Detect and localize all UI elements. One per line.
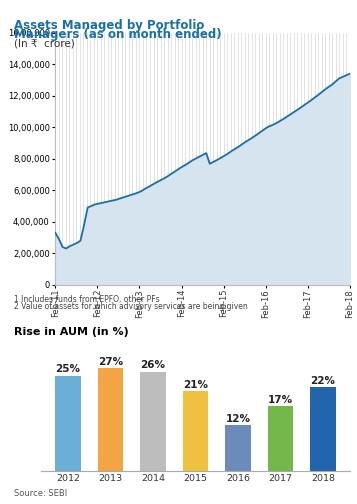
Text: 26%: 26% bbox=[140, 360, 165, 370]
Bar bbox=[225, 425, 251, 471]
Text: 1 Includes funds from EPFO, other PFs: 1 Includes funds from EPFO, other PFs bbox=[14, 295, 160, 304]
Text: 21%: 21% bbox=[183, 380, 208, 390]
Bar bbox=[55, 376, 81, 471]
Bar bbox=[183, 391, 208, 471]
Text: Managers (as on month ended): Managers (as on month ended) bbox=[14, 28, 222, 41]
Text: 12%: 12% bbox=[226, 414, 251, 424]
Text: 17%: 17% bbox=[268, 395, 293, 405]
Text: 22%: 22% bbox=[311, 376, 336, 386]
Bar bbox=[310, 387, 336, 471]
Text: 2 Value of assets for which advisory services are being given: 2 Value of assets for which advisory ser… bbox=[14, 302, 248, 311]
Text: 27%: 27% bbox=[98, 357, 123, 367]
Bar bbox=[268, 406, 293, 471]
Text: (In ₹  crore): (In ₹ crore) bbox=[14, 38, 75, 48]
Text: Assets Managed by Portfolio: Assets Managed by Portfolio bbox=[14, 19, 205, 32]
Text: Rise in AUM (in %): Rise in AUM (in %) bbox=[14, 327, 129, 337]
Text: Source: SEBI: Source: SEBI bbox=[14, 489, 67, 498]
Bar bbox=[140, 372, 166, 471]
Text: 25%: 25% bbox=[55, 364, 80, 374]
Bar bbox=[97, 368, 123, 471]
